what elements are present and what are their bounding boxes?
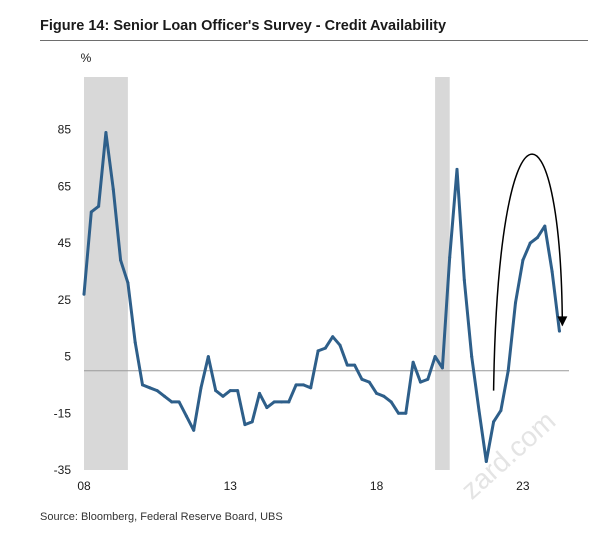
data-point [236, 389, 240, 393]
x-tick-label: 18 [370, 479, 384, 493]
data-point [389, 400, 393, 404]
data-point [272, 400, 276, 404]
data-point [557, 329, 561, 333]
data-point [82, 292, 86, 296]
data-point [141, 383, 145, 387]
x-tick-label: 08 [77, 479, 91, 493]
data-point [411, 360, 415, 364]
data-point [367, 380, 371, 384]
data-point [111, 187, 115, 191]
y-tick-label: -15 [54, 406, 72, 420]
data-point [514, 301, 518, 305]
data-point [448, 255, 452, 259]
data-point [192, 428, 196, 432]
data-point [228, 389, 232, 393]
data-point [294, 383, 298, 387]
data-point [404, 411, 408, 415]
source-note: Source: Bloomberg, Federal Reserve Board… [40, 511, 283, 523]
annotation-arrow-curve [492, 153, 564, 391]
data-point [258, 391, 262, 395]
data-point [345, 363, 349, 367]
data-point [221, 394, 225, 398]
data-point [535, 235, 539, 239]
data-point [426, 377, 430, 381]
data-point [214, 389, 218, 393]
x-tick-label: 23 [516, 479, 530, 493]
data-point [440, 366, 444, 370]
data-point [206, 355, 210, 359]
data-point [470, 355, 474, 359]
data-point [126, 281, 130, 285]
data-point [477, 408, 481, 412]
data-point [97, 204, 101, 208]
data-point [265, 406, 269, 410]
annotation-arrow-head [557, 316, 568, 327]
chart-title: Figure 14: Senior Loan Officer's Survey … [40, 18, 447, 34]
data-point [104, 131, 108, 135]
data-point [133, 340, 137, 344]
data-point [316, 349, 320, 353]
data-point [418, 380, 422, 384]
data-point [462, 278, 466, 282]
y-tick-label: 45 [58, 236, 72, 250]
data-point [499, 408, 503, 412]
data-point [543, 224, 547, 228]
data-point [397, 411, 401, 415]
data-point [433, 355, 437, 359]
data-point [360, 377, 364, 381]
y-tick-label: 85 [58, 123, 72, 137]
data-point [170, 400, 174, 404]
data-point [550, 270, 554, 273]
data-point [484, 459, 488, 463]
title-divider [40, 40, 588, 41]
data-point [375, 391, 379, 395]
recession-band-2 [435, 77, 450, 470]
data-point [243, 423, 247, 427]
data-point [506, 369, 510, 373]
data-point [177, 400, 181, 404]
data-point [184, 414, 188, 418]
data-point [323, 346, 327, 350]
data-point [287, 400, 291, 404]
data-point [455, 167, 459, 171]
series-line [82, 131, 561, 463]
y-axis-label: % [81, 51, 92, 65]
x-tick-label: 13 [224, 479, 238, 493]
data-point [279, 400, 283, 404]
data-point [309, 386, 313, 390]
data-point [382, 394, 386, 398]
y-tick-label: 25 [58, 293, 72, 307]
data-point [155, 389, 159, 393]
y-tick-label: 5 [64, 350, 71, 364]
y-tick-label: -35 [54, 463, 72, 477]
data-point [521, 258, 525, 262]
data-point [353, 363, 357, 367]
data-point [250, 420, 254, 424]
data-point [338, 343, 342, 347]
data-point [492, 420, 496, 424]
data-point [119, 258, 123, 262]
y-tick-label: 65 [58, 179, 72, 193]
data-point [301, 383, 305, 387]
data-point [528, 241, 532, 245]
data-point [331, 335, 335, 339]
data-point [199, 386, 203, 390]
data-point [148, 386, 152, 390]
data-point [89, 210, 93, 214]
data-point [162, 394, 166, 398]
